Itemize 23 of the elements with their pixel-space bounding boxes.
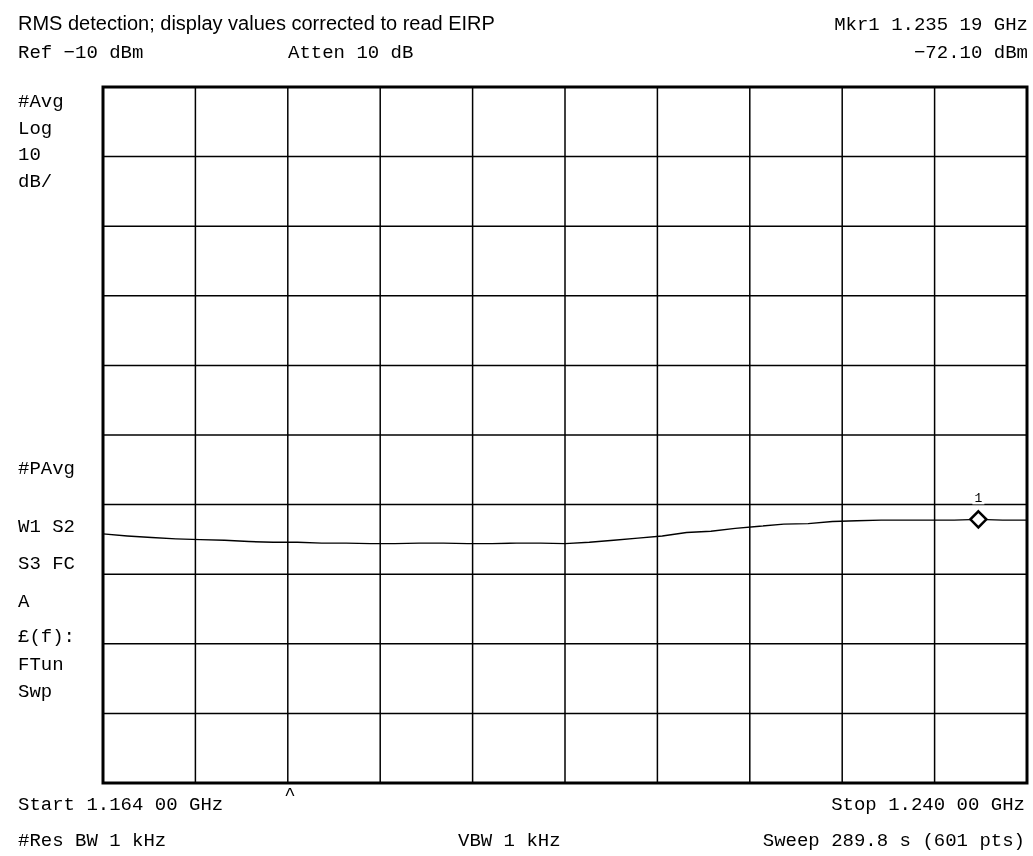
text: Sweep 289.8 s (601 pts) (762, 830, 1025, 852)
text: W1 S2 (18, 516, 76, 538)
text: −72.10 dBm (913, 42, 1028, 64)
text: 1 (974, 491, 983, 507)
text: #Res BW 1 kHz (18, 830, 167, 852)
text: Swp (18, 681, 53, 703)
text: Mkr1 1.235 19 GHz (834, 14, 1028, 36)
text: Stop 1.240 00 GHz (831, 794, 1025, 816)
text: FTun (18, 654, 64, 676)
text: ^ (284, 784, 296, 806)
text: Start 1.164 00 GHz (18, 794, 224, 816)
text: S3 FC (18, 553, 76, 575)
text: Atten 10 dB (288, 42, 414, 64)
text: Log (18, 118, 53, 140)
text: VBW 1 kHz (458, 830, 561, 852)
text: dB/ (18, 171, 53, 193)
text: 10 (18, 144, 41, 166)
text: A (18, 591, 30, 613)
text: RMS detection; display values corrected to read EIRP (18, 12, 495, 34)
text: #Avg (18, 91, 64, 113)
text: Ref −10 dBm (18, 42, 144, 64)
text: #PAvg (18, 458, 76, 480)
text: £(f): (18, 626, 76, 648)
